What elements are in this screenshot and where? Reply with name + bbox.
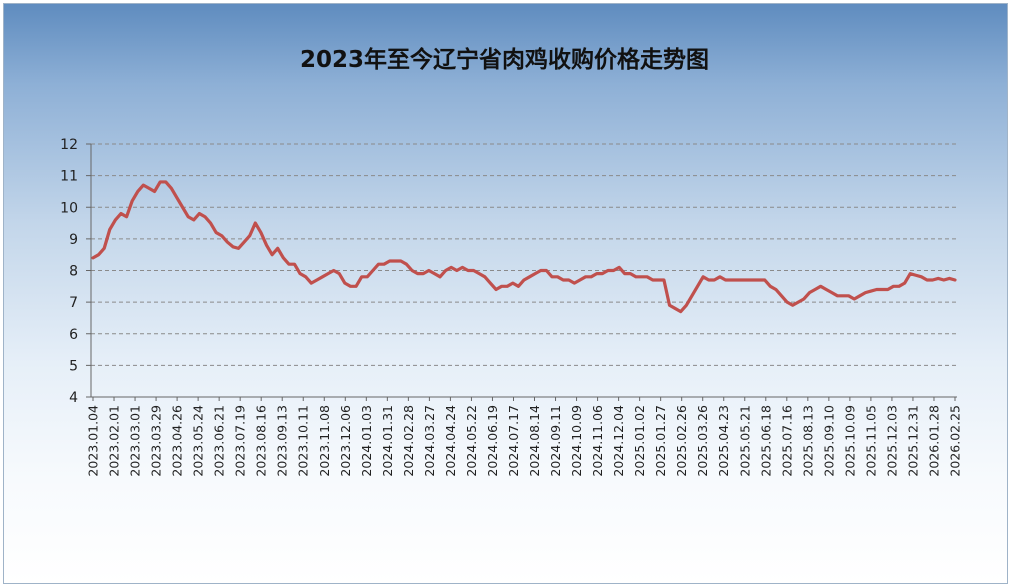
chart-title: 2023年至今辽宁省肉鸡收购价格走势图 <box>299 47 709 73</box>
x-tick-label: 2023.01.04 <box>86 405 101 477</box>
series-line <box>91 180 957 314</box>
x-tick-label: 2023.03.29 <box>149 405 164 477</box>
x-tick-label: 2024.01.03 <box>359 405 374 477</box>
x-tick-label: 2025.11.05 <box>863 405 878 477</box>
x-tick-label: 2023.03.01 <box>128 405 143 477</box>
x-tick-label: 2024.10.09 <box>569 405 584 477</box>
x-tick-label: 2023.08.16 <box>254 405 269 477</box>
y-tick-label: 8 <box>69 264 78 280</box>
chart-background <box>3 3 1008 584</box>
y-tick-label: 12 <box>60 137 78 153</box>
x-tick-label: 2025.07.16 <box>779 405 794 477</box>
x-tick-label: 2023.04.26 <box>170 405 185 477</box>
x-tick-label: 2023.12.06 <box>338 405 353 477</box>
x-tick-label: 2026.02.25 <box>948 405 963 477</box>
y-tick-label: 4 <box>69 390 78 406</box>
x-tick-label: 2024.12.04 <box>611 405 626 477</box>
y-tick-label: 10 <box>60 200 78 216</box>
x-tick-label: 2025.04.23 <box>716 405 731 477</box>
y-axis-ticks: 4 5 6 7 8 9 10 11 12 <box>60 137 91 406</box>
x-tick-label: 2023.02.01 <box>107 405 122 477</box>
y-tick-label: 6 <box>69 327 78 343</box>
series-layer <box>91 180 957 314</box>
x-tick-label: 2023.09.13 <box>275 405 290 477</box>
x-tick-label: 2024.09.11 <box>548 405 563 477</box>
x-tick-label: 2024.04.24 <box>443 405 458 477</box>
x-tick-label: 2023.05.24 <box>191 405 206 477</box>
x-tick-label: 2025.12.31 <box>905 405 920 477</box>
x-tick-label: 2025.08.13 <box>800 405 815 477</box>
x-tick-label: 2025.09.10 <box>821 405 836 477</box>
x-tick-label: 2026.01.28 <box>926 405 941 477</box>
x-tick-label: 2023.11.08 <box>317 405 332 477</box>
x-tick-label: 2025.02.26 <box>674 405 689 477</box>
x-tick-label: 2024.06.19 <box>485 405 500 477</box>
x-tick-label: 2025.03.26 <box>695 405 710 477</box>
y-tick-label: 5 <box>69 358 78 374</box>
x-axis-ticks: 2023.01.04 2023.02.01 2023.03.01 2023.03.29… <box>86 397 963 477</box>
x-tick-label: 2025.05.21 <box>737 405 752 477</box>
x-tick-label: 2025.12.03 <box>884 405 899 477</box>
x-tick-label: 2023.07.19 <box>233 405 248 477</box>
x-tick-label: 2025.10.09 <box>842 405 857 477</box>
x-tick-label: 2024.07.17 <box>506 405 521 477</box>
x-tick-label: 2024.02.28 <box>401 405 416 477</box>
x-tick-label: 2024.11.06 <box>590 405 605 477</box>
x-tick-label: 2023.06.21 <box>212 405 227 477</box>
x-tick-label: 2024.03.27 <box>422 405 437 477</box>
x-tick-label: 2023.10.11 <box>296 405 311 477</box>
gridlines <box>91 143 957 366</box>
x-tick-label: 2024.01.31 <box>380 405 395 477</box>
x-tick-label: 2025.01.02 <box>632 405 647 477</box>
x-tick-label: 2025.06.18 <box>758 405 773 477</box>
y-tick-label: 11 <box>60 169 78 185</box>
y-tick-label: 9 <box>69 232 78 248</box>
y-tick-label: 7 <box>69 295 78 311</box>
x-tick-label: 2024.08.14 <box>527 405 542 477</box>
x-tick-label: 2025.01.27 <box>653 405 668 477</box>
x-tick-label: 2024.05.22 <box>464 405 479 477</box>
